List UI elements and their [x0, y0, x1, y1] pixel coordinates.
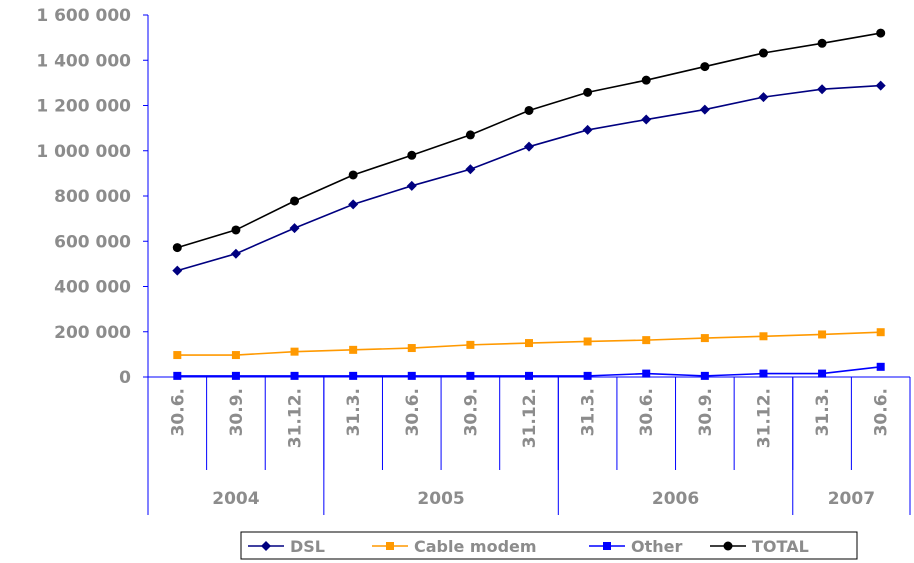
legend-label-dsl: DSL	[290, 537, 325, 556]
x-category-label: 30.6.	[403, 388, 423, 436]
y-axis-ticks: 0 200 000 400 000 600 000 800 000 1 000 000 1 …	[36, 6, 148, 388]
point-dsl	[524, 141, 534, 152]
point-dsl	[172, 265, 183, 276]
point-dsl	[758, 92, 769, 103]
point-cable-modem	[700, 334, 709, 343]
point-total	[583, 87, 593, 97]
point-dsl	[641, 114, 652, 125]
point-total	[758, 48, 768, 58]
point-total	[700, 62, 710, 72]
point-total	[524, 105, 534, 115]
y-tick-label: 1 200 000	[36, 97, 131, 117]
year-label: 2004	[212, 489, 259, 509]
x-category-label: 31.3.	[579, 388, 599, 436]
point-other	[466, 371, 475, 380]
point-total	[817, 38, 827, 48]
x-category-label: 31.12.	[520, 388, 540, 448]
year-label: 2007	[828, 489, 875, 509]
y-tick-label: 800 000	[54, 187, 131, 207]
point-dsl	[230, 248, 241, 259]
x-axis-years: 2004 2005 2006 2007	[212, 377, 911, 515]
point-dsl	[348, 199, 359, 210]
x-category-label: 30.9.	[227, 388, 247, 436]
point-cable-modem	[349, 345, 358, 354]
point-dsl	[699, 104, 710, 115]
x-category-label: 30.6.	[168, 388, 188, 436]
point-total	[407, 150, 417, 160]
y-tick-label: 1 600 000	[36, 6, 131, 26]
point-other	[642, 369, 651, 378]
point-cable-modem	[876, 328, 885, 337]
legend-label-other: Other	[631, 537, 682, 556]
point-other	[173, 371, 182, 380]
x-category-label: 31.12.	[754, 388, 774, 448]
point-total	[290, 196, 300, 206]
point-dsl	[289, 223, 300, 234]
year-label: 2006	[652, 489, 699, 509]
y-tick-label: 200 000	[54, 323, 131, 343]
y-tick-label: 1 400 000	[36, 51, 131, 71]
point-other	[759, 369, 768, 378]
legend-marker-dsl	[261, 541, 271, 551]
point-dsl	[465, 164, 476, 175]
y-tick-label: 400 000	[54, 278, 131, 298]
point-other	[876, 362, 885, 371]
point-cable-modem	[407, 344, 416, 353]
point-total	[231, 225, 241, 235]
point-other	[349, 371, 358, 380]
point-cable-modem	[818, 330, 827, 339]
point-cable-modem	[759, 332, 768, 341]
y-tick-label: 600 000	[54, 232, 131, 252]
legend-label-cable-modem: Cable modem	[414, 537, 537, 556]
x-axis-categories: 30.6. 30.9. 31.12. 31.3. 30.6. 30.9. 31.12. 31.…	[168, 377, 892, 470]
legend-label-total: TOTAL	[752, 537, 809, 556]
point-cable-modem	[290, 347, 299, 356]
x-category-label: 30.6.	[637, 388, 657, 436]
x-category-label: 30.9.	[461, 388, 481, 436]
legend-marker-cable-modem	[386, 542, 394, 550]
point-other	[407, 371, 416, 380]
point-total	[876, 28, 886, 38]
point-other	[700, 371, 709, 380]
point-other	[290, 371, 299, 380]
point-total	[348, 170, 358, 180]
series-total	[172, 28, 886, 253]
point-total	[172, 243, 182, 253]
point-cable-modem	[642, 336, 651, 345]
point-cable-modem	[466, 340, 475, 349]
point-other	[525, 371, 533, 380]
series-dsl	[172, 80, 886, 276]
legend-box	[240, 531, 858, 560]
legend-marker-other	[603, 542, 611, 550]
point-other	[583, 371, 592, 380]
x-category-label: 30.6.	[872, 388, 892, 436]
point-total	[641, 75, 651, 85]
point-dsl	[582, 124, 593, 135]
point-total	[465, 130, 475, 140]
series-lines	[172, 28, 886, 380]
year-label: 2005	[417, 489, 464, 509]
series-cable-modem	[173, 328, 885, 360]
point-other	[818, 369, 827, 378]
point-dsl	[875, 80, 886, 91]
legend-marker-total	[723, 541, 733, 551]
series-other	[173, 362, 885, 380]
x-category-label: 31.12.	[286, 388, 306, 448]
point-other	[231, 371, 240, 380]
y-tick-label: 1 000 000	[36, 142, 131, 162]
point-cable-modem	[525, 339, 533, 348]
line-total	[177, 32, 881, 249]
point-dsl	[406, 180, 417, 191]
legend: DSL Cable modem Other TOTAL	[240, 531, 858, 560]
point-cable-modem	[231, 351, 240, 360]
x-category-label: 31.3.	[813, 388, 833, 436]
x-category-label: 30.9.	[696, 388, 716, 436]
point-dsl	[817, 84, 828, 95]
y-tick-label: 0	[119, 368, 131, 388]
point-cable-modem	[173, 351, 182, 360]
x-category-label: 31.3.	[344, 388, 364, 436]
point-cable-modem	[583, 337, 592, 346]
